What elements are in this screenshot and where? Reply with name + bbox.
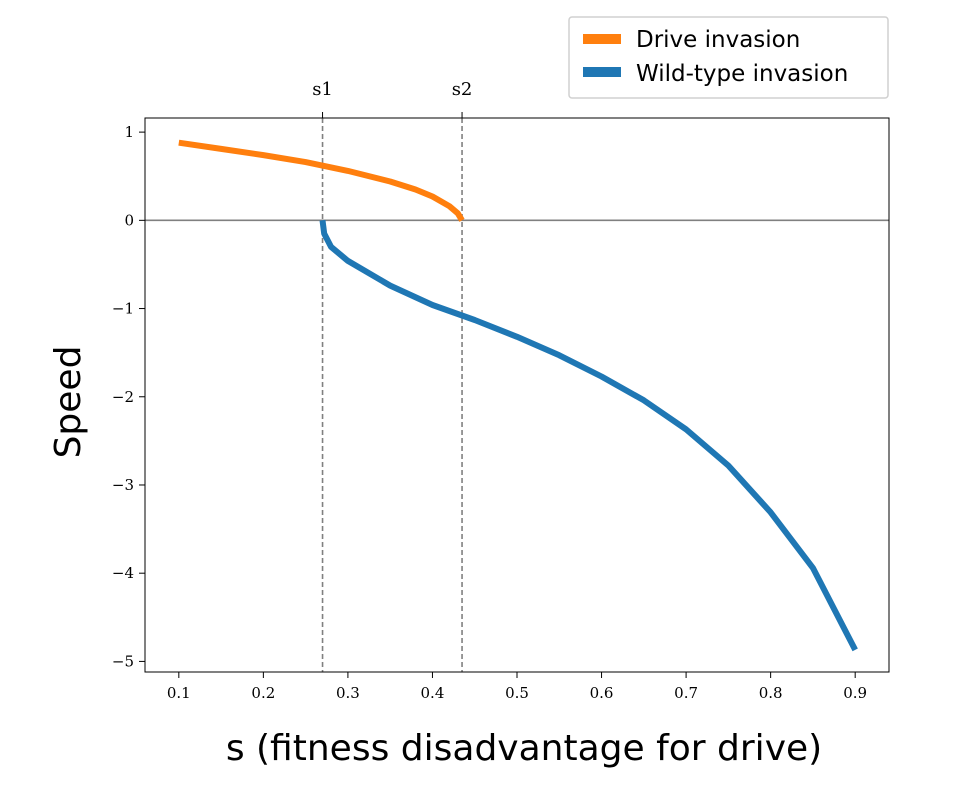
x-axis-title: s (fitness disadvantage for drive) — [226, 728, 822, 769]
x-tick-label: 0.3 — [336, 684, 360, 702]
reference-label-s1: s1 — [312, 79, 333, 100]
x-tick-label: 0.2 — [251, 684, 275, 702]
series-line-wild-type-invasion — [319, 219, 858, 652]
x-axis: 0.1 0.2 0.3 0.4 0.5 0.6 0.7 0.8 0.9 — [167, 672, 867, 702]
y-tick-label: −1 — [112, 300, 134, 318]
y-tick-label: −2 — [112, 388, 134, 406]
legend-swatch-wild-type — [583, 67, 621, 77]
x-tick-label: 0.4 — [421, 684, 445, 702]
y-axis-title: Speed — [48, 346, 89, 459]
x-tick-label: 0.1 — [167, 684, 191, 702]
y-tick-label: 0 — [124, 211, 134, 229]
legend-label-wild-type: Wild-type invasion — [636, 61, 848, 87]
series-line-drive-invasion — [178, 139, 465, 222]
plot-frame — [144, 117, 890, 673]
y-tick-label: −4 — [112, 564, 134, 582]
x-tick-label: 0.7 — [674, 684, 698, 702]
y-tick-label: −3 — [112, 476, 134, 494]
legend-box — [568, 16, 889, 99]
y-tick-label: −5 — [112, 652, 134, 670]
reference-labels: s1 s2 — [312, 79, 472, 118]
x-tick-label: 0.9 — [843, 684, 867, 702]
x-tick-label: 0.6 — [590, 684, 614, 702]
reference-lines — [321, 118, 463, 672]
y-axis: 1 0 −1 −2 −3 −4 −5 — [112, 123, 145, 670]
x-tick-label: 0.8 — [759, 684, 783, 702]
x-tick-label: 0.5 — [505, 684, 529, 702]
legend-label-drive: Drive invasion — [636, 27, 800, 53]
legend: Drive invasion Wild-type invasion — [568, 16, 889, 99]
y-tick-label: 1 — [124, 123, 134, 141]
legend-swatch-drive — [583, 34, 621, 44]
series-group — [178, 139, 858, 652]
reference-label-s2: s2 — [452, 79, 473, 100]
